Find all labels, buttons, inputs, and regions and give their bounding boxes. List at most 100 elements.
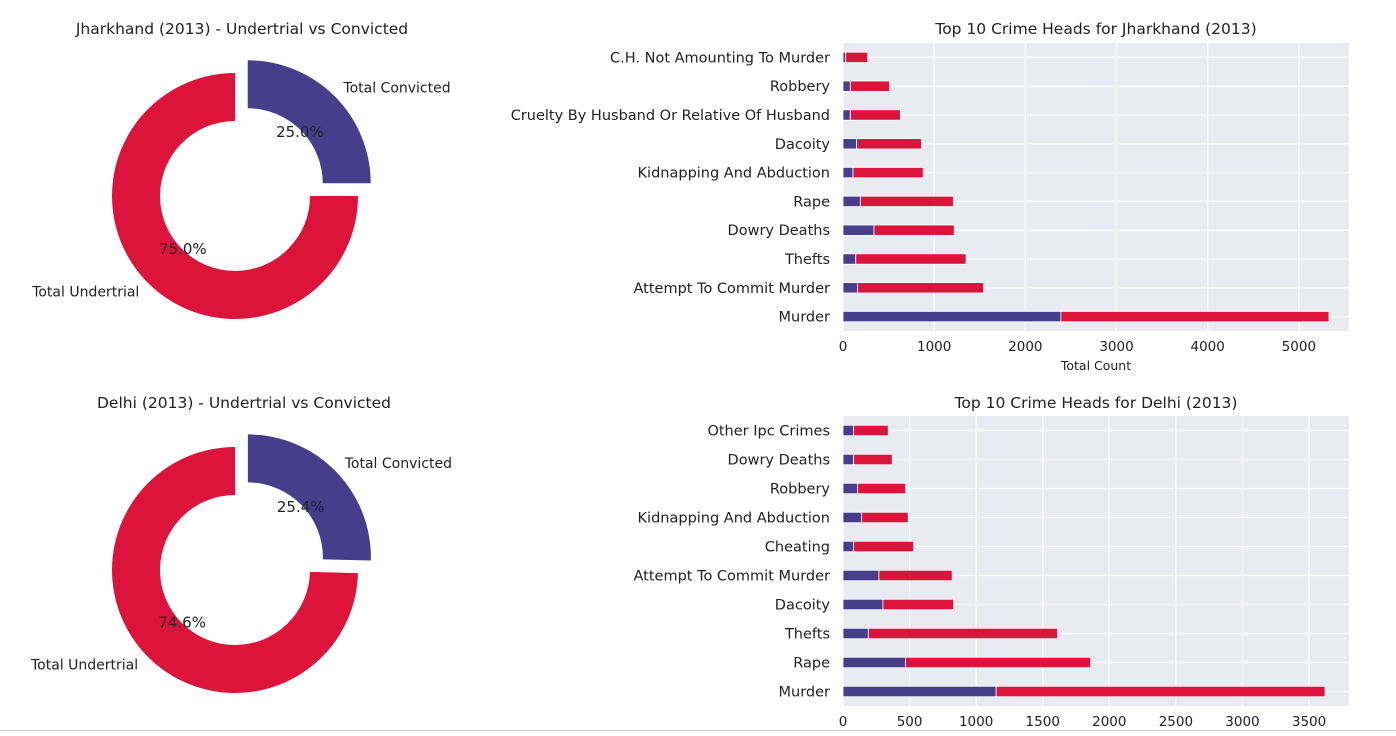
x-tick-label: 3000 <box>1099 339 1133 355</box>
bar-segment <box>882 598 954 611</box>
pie-slice-undertrial <box>111 447 358 693</box>
x-tick-label: 500 <box>897 714 923 730</box>
bar-segment <box>873 224 955 236</box>
pie-label: Total Convicted <box>344 456 452 472</box>
bar-segment <box>857 482 906 495</box>
bar-segment <box>842 598 884 611</box>
y-tick-label: Robbery <box>770 482 831 498</box>
bar-segment <box>842 453 855 466</box>
x-tick-label: 1000 <box>959 714 993 730</box>
bar-segment <box>842 511 863 524</box>
bar-chart-delhi: Top 10 Crime Heads for Delhi (2013) 0 500 1… <box>633 394 1349 730</box>
x-tick-label: 1000 <box>917 339 951 355</box>
pie-percent-label: 25.0% <box>276 123 324 141</box>
y-tick-label: Kidnapping And Abduction <box>638 166 830 182</box>
bar-segment <box>995 685 1326 698</box>
pie-panel-jharkhand: Jharkhand (2013) - Undertrial vs Convict… <box>0 0 490 360</box>
bar-segment <box>842 138 858 150</box>
bar-segment <box>842 627 869 640</box>
pie-chart-delhi: Delhi (2013) - Undertrial vs Convicted To… <box>30 394 452 693</box>
bar-chart-jharkhand: Top 10 Crime Heads for Jharkhand (2013) 0… <box>511 20 1349 373</box>
bar-segment <box>859 195 954 207</box>
bar-segment <box>842 482 859 495</box>
pie-percent-label: 74.6% <box>158 614 206 632</box>
bar-segment <box>852 167 924 179</box>
y-tick-label: Murder <box>779 685 831 701</box>
bar-panel-delhi: Top 10 Crime Heads for Delhi (2013) 0 500 1… <box>490 374 1396 732</box>
y-tick-label: Other Ipc Crimes <box>707 424 830 440</box>
bar-segment <box>857 282 984 294</box>
bar-segment <box>842 656 906 669</box>
bar-segment <box>861 511 909 524</box>
pie-percent-label: 75.0% <box>159 240 207 258</box>
bar-segment <box>842 685 997 698</box>
y-tick-label: Kidnapping And Abduction <box>638 511 830 527</box>
y-tick-label: Thefts <box>784 252 830 268</box>
bar-segment <box>842 424 855 437</box>
bar-segment <box>1060 311 1330 323</box>
x-tick-label: 2000 <box>1008 339 1042 355</box>
pie-label: Total Convicted <box>342 81 450 97</box>
chart-title: Jharkhand (2013) - Undertrial vs Convict… <box>75 20 408 38</box>
bar-segment <box>842 195 861 207</box>
bottom-divider <box>0 730 1396 731</box>
bar-segment <box>849 80 890 92</box>
bar-segment <box>853 540 914 553</box>
y-tick-label: Cheating <box>765 540 830 556</box>
x-tick-label: 2500 <box>1159 714 1193 730</box>
pie-slice-convicted <box>247 60 371 184</box>
y-tick-label: C.H. Not Amounting To Murder <box>610 50 830 66</box>
x-tick-label: 4000 <box>1191 339 1225 355</box>
bar-segment <box>842 569 880 582</box>
bar-segment <box>842 224 875 236</box>
chart-title: Delhi (2013) - Undertrial vs Convicted <box>97 394 391 412</box>
bar-segment <box>878 569 953 582</box>
y-tick-label: Dacoity <box>775 598 831 614</box>
pie-slice-undertrial <box>112 73 358 319</box>
x-tick-label: 0 <box>839 339 848 355</box>
y-tick-label: Dowry Deaths <box>728 453 830 469</box>
pie-panel-delhi: Delhi (2013) - Undertrial vs Convicted To… <box>0 374 490 732</box>
x-tick-label: 3500 <box>1292 714 1326 730</box>
pie-label: Total Undertrial <box>31 285 139 301</box>
bar-segment <box>856 138 922 150</box>
bar-segment <box>842 540 855 553</box>
x-tick-label: 0 <box>839 714 848 730</box>
bar-segment <box>842 80 851 92</box>
bar-segment <box>867 627 1058 640</box>
x-tick-label: 3000 <box>1225 714 1259 730</box>
bar-segment <box>842 311 1062 323</box>
y-tick-label: Rape <box>793 194 830 210</box>
bar-segment <box>842 51 847 63</box>
pie-label: Total Undertrial <box>30 657 138 673</box>
bar-segment <box>849 109 901 121</box>
y-tick-label: Rape <box>793 656 830 672</box>
y-tick-label: Cruelty By Husband Or Relative Of Husban… <box>511 108 830 124</box>
y-tick-label: Dacoity <box>775 137 831 153</box>
y-tick-label: Dowry Deaths <box>728 223 830 239</box>
bar-segment <box>842 109 851 121</box>
y-tick-label: Murder <box>779 310 831 326</box>
x-tick-label: 1500 <box>1026 714 1060 730</box>
y-tick-label: Attempt To Commit Murder <box>633 569 830 585</box>
pie-slice-convicted <box>247 434 371 561</box>
pie-chart-jharkhand: Jharkhand (2013) - Undertrial vs Convict… <box>31 20 451 319</box>
bar-segment <box>842 253 857 265</box>
y-tick-label: Robbery <box>770 79 831 95</box>
bar-segment <box>905 656 1092 669</box>
bar-segment <box>853 453 893 466</box>
bar-segment <box>855 253 967 265</box>
x-tick-label: 5000 <box>1282 339 1316 355</box>
x-tick-label: 2000 <box>1092 714 1126 730</box>
bar-panel-jharkhand: Top 10 Crime Heads for Jharkhand (2013) 0… <box>490 0 1396 380</box>
bar-segment <box>842 167 854 179</box>
pie-percent-label: 25.4% <box>277 498 325 516</box>
bar-segment <box>845 51 869 63</box>
x-axis-title: Total Count <box>1060 358 1131 373</box>
bar-segment <box>853 424 889 437</box>
chart-title: Top 10 Crime Heads for Jharkhand (2013) <box>934 20 1256 38</box>
y-tick-label: Thefts <box>784 627 830 643</box>
chart-title: Top 10 Crime Heads for Delhi (2013) <box>954 394 1238 412</box>
y-tick-label: Attempt To Commit Murder <box>633 281 830 297</box>
bar-segment <box>842 282 858 294</box>
